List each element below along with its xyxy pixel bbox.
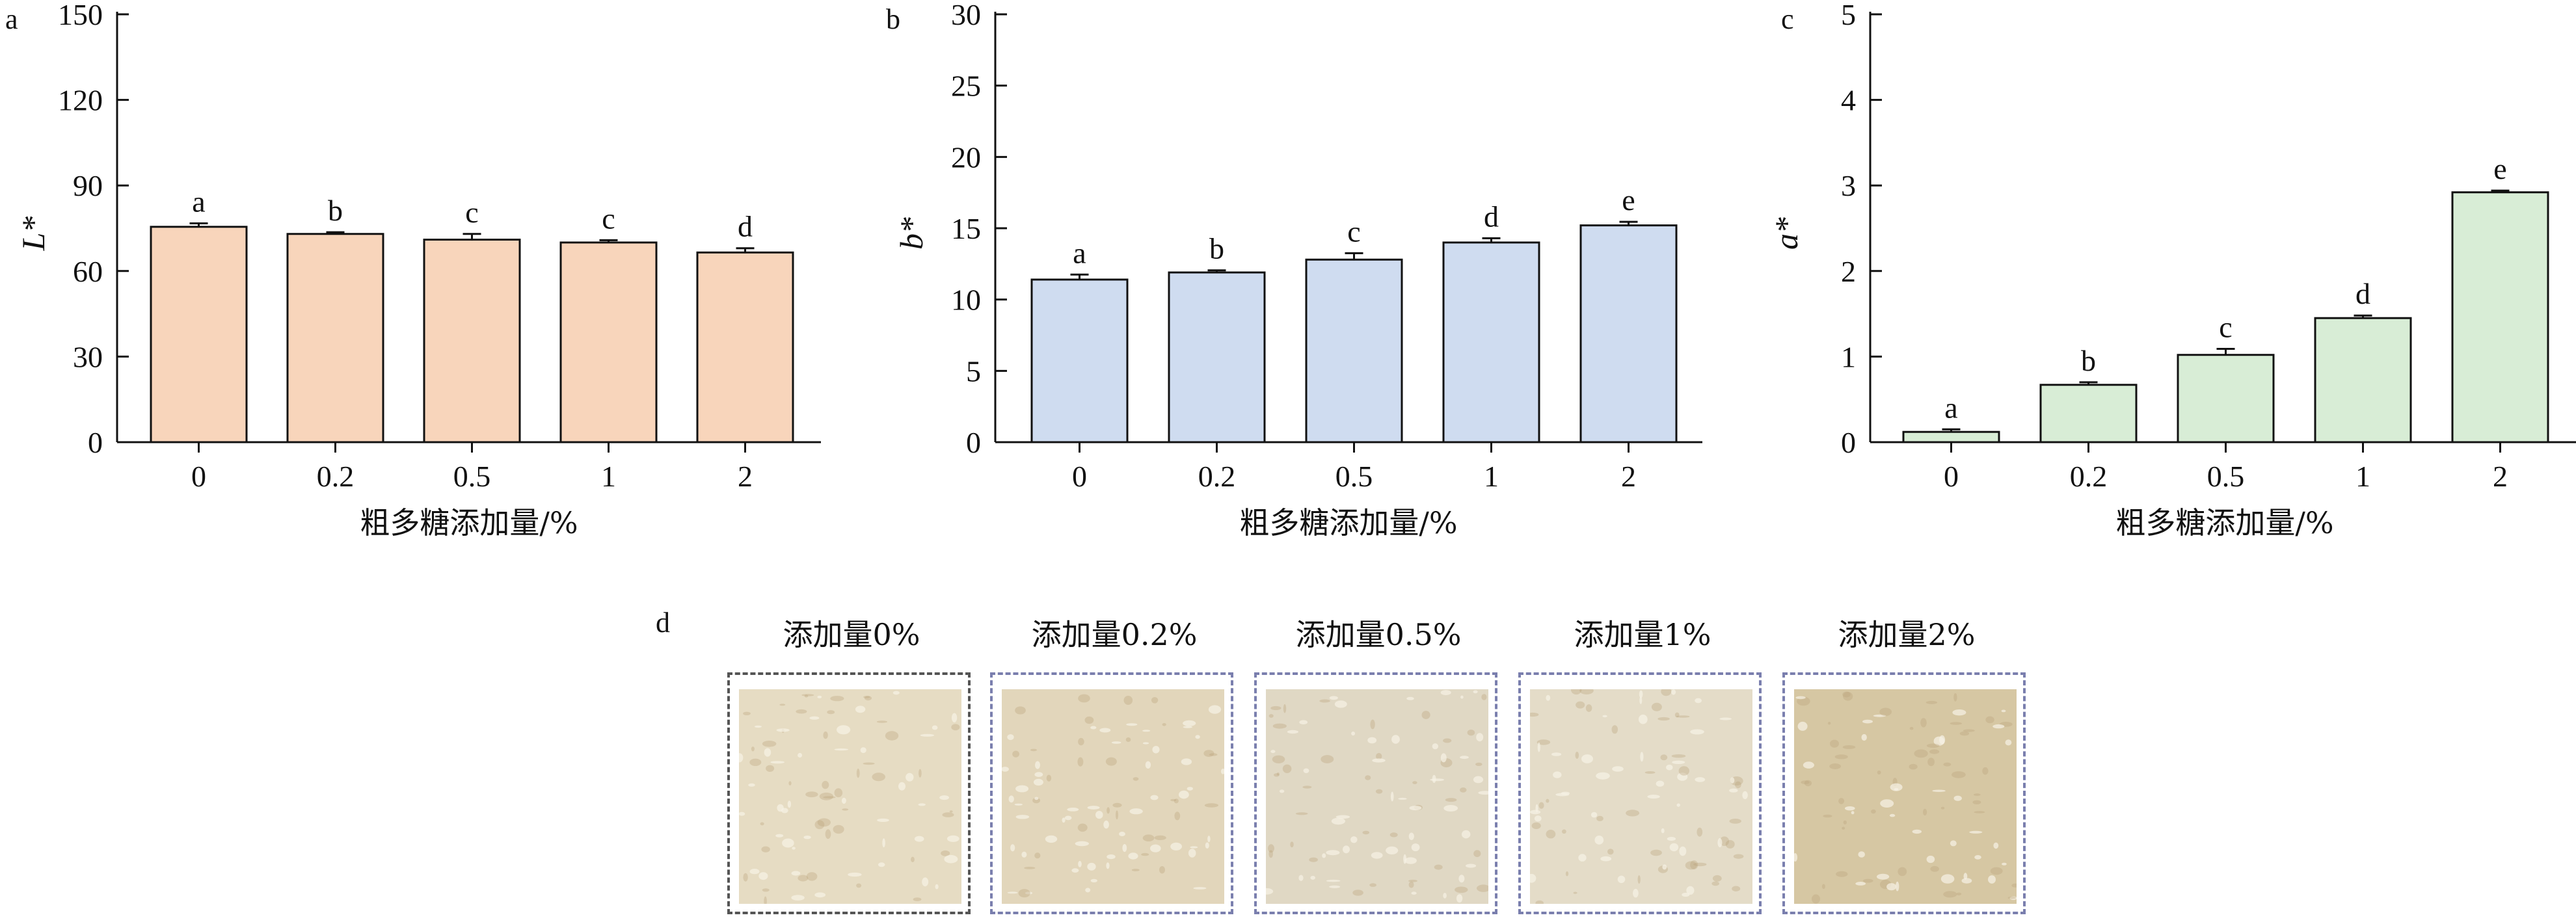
panel-letter-a: a: [5, 3, 18, 35]
bar-b-0: [1030, 278, 1129, 443]
significance-letter: c: [602, 202, 615, 235]
x-axis-title: 粗多糖添加量/%: [360, 505, 578, 540]
y-tick-label: 10: [951, 284, 981, 317]
significance-letter: c: [2219, 311, 2232, 344]
x-tick-label: 0: [1072, 460, 1087, 493]
bar-a-2: [696, 251, 794, 443]
y-axis-label: b*: [893, 217, 930, 250]
bar-c-2: [2451, 191, 2549, 443]
significance-letter: c: [1347, 215, 1360, 248]
y-tick-label: 1: [1841, 340, 1856, 373]
significance-letter: c: [465, 196, 478, 229]
significance-letter: e: [2493, 152, 2506, 185]
panel-letter-b: b: [886, 3, 900, 35]
x-tick-label: 0.5: [1335, 460, 1373, 493]
y-tick-label: 15: [951, 212, 981, 245]
bar-a-0: [150, 226, 248, 443]
y-axis-label: a*: [1768, 217, 1805, 250]
x-tick-label: 0.5: [453, 460, 491, 493]
bar-c-0: [1902, 430, 2000, 443]
significance-letter: b: [328, 194, 343, 227]
bar-c-0.2: [2039, 384, 2138, 443]
x-tick-label: 2: [2493, 460, 2508, 493]
significance-letter: b: [1209, 232, 1224, 265]
significance-letter: e: [1622, 183, 1635, 217]
y-tick-label: 5: [1841, 0, 1856, 31]
x-tick-label: 0: [1944, 460, 1959, 493]
bar-b-2: [1579, 224, 1678, 443]
bar-b-1: [1442, 241, 1540, 443]
significance-letter: a: [1073, 236, 1086, 269]
y-tick-label: 0: [1841, 426, 1856, 459]
x-tick-label: 2: [1621, 460, 1636, 493]
bar-a-0.5: [423, 239, 521, 443]
y-tick-label: 0: [966, 426, 981, 459]
x-tick-label: 0: [191, 460, 206, 493]
chart-panel-c: c 0 1 2 3 4 5 a* a 0 b 0.2 c 0.5 d 1 e 2 粗多糖添加量/%: [1768, 0, 2576, 540]
significance-letter: d: [2355, 277, 2370, 310]
y-axis-label: L*: [15, 217, 51, 252]
y-tick-label: 90: [73, 169, 103, 202]
x-axis-title: 粗多糖添加量/%: [1239, 505, 1457, 540]
y-tick-label: 120: [58, 84, 103, 117]
chart-panel-b: b 0 5 10 15 20 25 30 b* a 0 b 0.2 c 0.5 d 1 e 2 粗多糖添加量/%: [886, 0, 1702, 540]
y-tick-label: 150: [58, 0, 103, 31]
y-tick-label: 30: [951, 0, 981, 31]
significance-letter: d: [738, 210, 753, 243]
y-tick-label: 4: [1841, 84, 1856, 117]
significance-letter: d: [1484, 200, 1499, 233]
bar-b-0.2: [1168, 271, 1266, 443]
bar-a-1: [559, 241, 658, 443]
x-tick-label: 1: [1484, 460, 1499, 493]
x-tick-label: 0.5: [2207, 460, 2245, 493]
panel-letter-c: c: [1781, 3, 1794, 35]
x-tick-label: 1: [2355, 460, 2370, 493]
chart-panel-a: a 0 30 60 90 120 150 L* a 0 b 0.2 c 0.5 c 1 d 2 粗多糖添加量/%: [5, 0, 821, 540]
x-tick-label: 2: [738, 460, 753, 493]
y-tick-label: 60: [73, 255, 103, 288]
y-tick-label: 20: [951, 140, 981, 174]
y-tick-label: 2: [1841, 255, 1856, 288]
significance-letter: b: [2081, 344, 2096, 377]
bar-a-0.2: [286, 233, 384, 443]
y-tick-label: 30: [73, 340, 103, 373]
bar-b-0.5: [1305, 258, 1403, 443]
significance-letter: a: [1944, 391, 1957, 424]
x-axis-title: 粗多糖添加量/%: [2115, 505, 2333, 540]
x-tick-label: 0.2: [317, 460, 355, 493]
y-tick-label: 0: [88, 426, 103, 459]
significance-letter: a: [192, 185, 205, 218]
y-tick-label: 5: [966, 354, 981, 388]
bar-c-1: [2314, 317, 2412, 443]
y-tick-label: 3: [1841, 169, 1856, 202]
x-tick-label: 1: [601, 460, 616, 493]
bar-c-0.5: [2177, 354, 2275, 443]
x-tick-label: 0.2: [2070, 460, 2108, 493]
y-tick-label: 25: [951, 70, 981, 103]
x-tick-label: 0.2: [1198, 460, 1236, 493]
